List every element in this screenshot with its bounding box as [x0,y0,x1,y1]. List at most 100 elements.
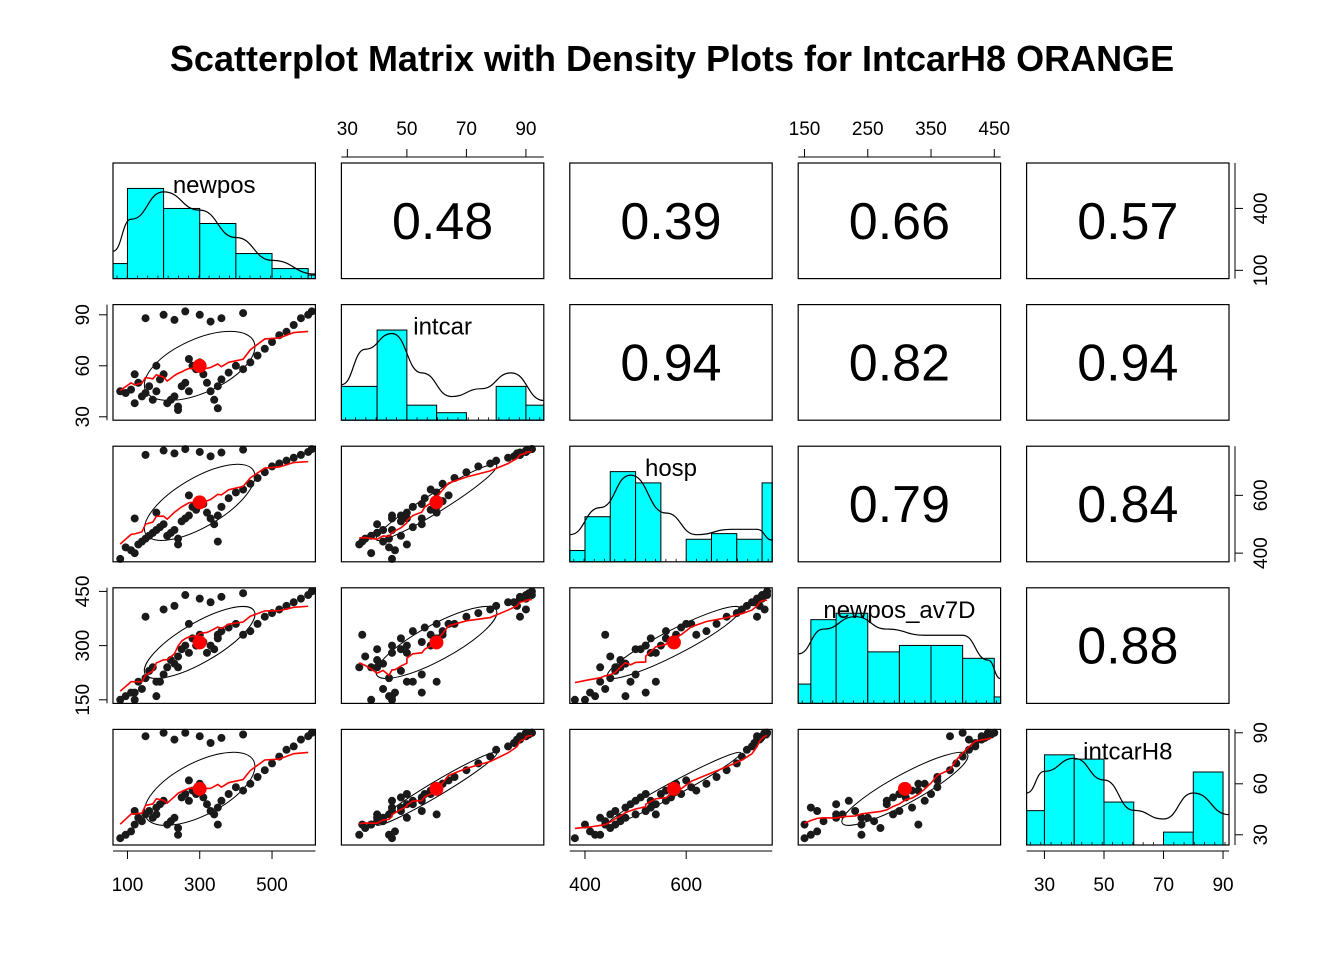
data-point [373,663,382,672]
data-point [184,511,193,520]
data-point [396,634,405,643]
data-point [800,834,809,843]
data-point [385,674,394,683]
data-point [641,688,650,697]
hist-bar-intcarH8 [1192,771,1224,846]
data-point [355,830,364,839]
panel-frame [797,304,1002,421]
data-point [492,601,501,610]
data-point [282,745,291,754]
data-point [432,810,441,819]
data-point [181,641,190,650]
hist-bar-intcar [406,404,438,421]
data-point [174,824,183,832]
data-point [432,677,441,686]
data-point [379,659,388,668]
data-point [927,790,936,798]
density-curve-intcarH8 [1026,757,1230,820]
data-point [388,514,396,523]
data-point [130,549,139,558]
correlation-value: 0.57 [1077,193,1178,251]
data-point [253,619,262,628]
data-point [130,688,139,697]
data-point [396,531,405,540]
data-point [586,688,595,697]
data-point [202,378,211,387]
data-point [231,783,240,792]
loess-smooth [359,734,533,825]
data-point [358,820,367,829]
data-point [206,317,215,326]
data-point [570,695,579,704]
diag-label-intcarH8: intcarH8 [1083,738,1172,765]
data-point [152,692,161,701]
panel-frame [797,587,1002,704]
data-point [396,793,405,802]
hist-bar-newpos_av7D [930,644,964,704]
data-point [920,779,929,788]
centroid-point [897,781,912,796]
data-point [373,528,382,537]
data-point [417,807,426,815]
tick-label: 600 [1251,479,1272,511]
data-point [417,670,426,679]
data-point [213,537,222,546]
data-point [601,684,610,693]
data-point [195,732,204,741]
panel-frame [1025,728,1230,846]
data-point [184,619,193,628]
data-point [486,605,495,614]
data-point [396,803,405,812]
data-point [202,648,211,657]
panel-frame [340,445,545,563]
data-point [170,601,179,610]
tick-label: 400 [1251,193,1272,225]
data-point [163,663,172,672]
data-point [682,776,691,785]
tick-label: 500 [256,875,288,896]
hist-bar-hosp [635,482,662,563]
data-point [217,592,226,601]
hist-bar-newpos [199,222,237,280]
data-point [206,739,215,747]
data-point [631,810,640,819]
data-point [195,310,204,319]
data-point [920,796,929,805]
data-point [355,663,364,672]
data-point [210,645,219,654]
data-point [462,612,471,621]
data-point [213,382,222,391]
data-point [712,619,721,628]
diag-label-newpos_av7D: newpos_av7D [823,597,975,624]
data-point [358,630,367,639]
data-point [396,517,405,526]
data-point [806,830,815,839]
data-point [145,382,154,391]
data-point [832,810,841,819]
data-point [268,759,277,768]
diag-label-hosp: hosp [645,455,697,482]
diag-label-intcar: intcar [413,314,472,341]
data-point [141,732,150,741]
data-point [170,526,179,535]
data-point [750,739,759,747]
data-point [181,307,190,316]
data-point [450,773,459,781]
data-point [224,790,233,798]
hist-bar-intcarH8 [1073,758,1105,846]
data-point [170,392,179,401]
data-point [388,554,396,563]
centroid-point [666,635,681,650]
data-point [432,619,441,628]
data-point [239,630,248,639]
data-point [289,598,298,607]
centroid-point [192,358,207,373]
density-curve-hosp [569,474,773,541]
data-point [141,389,150,397]
data-point [692,630,701,639]
data-point [217,502,226,511]
tick-label: 300 [184,875,216,896]
data-point [438,479,447,488]
panel-frame [112,304,316,421]
